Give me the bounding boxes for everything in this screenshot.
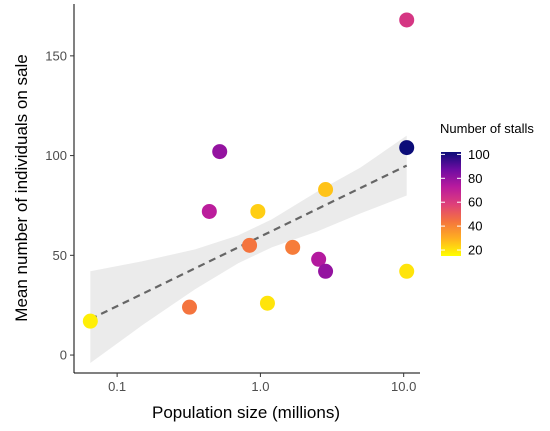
x-tick-label-3: 10.0 [391,379,416,394]
data-point-14 [399,263,415,279]
data-point-4 [212,144,228,160]
data-point-10 [318,263,334,279]
legend-tick-label-3: 60 [468,195,482,210]
data-point-1 [82,313,98,329]
y-tick-label-2: 50 [53,248,67,263]
y-tick-label-3: 100 [45,148,67,163]
color-legend: Number of stalls 20 40 60 80 100 [440,121,534,258]
data-point-5 [242,237,258,253]
trend-line [89,164,408,321]
x-axis-title: Population size (millions) [152,403,340,422]
data-point-9 [311,251,327,267]
legend-ticks: 20 40 60 80 100 [441,147,490,258]
data-point-8 [285,239,301,255]
data-point-11 [318,181,334,197]
legend-title: Number of stalls [440,121,534,136]
data-point-2 [182,299,198,315]
x-axis-ticks: 0.1 1.0 10.0 [108,373,416,394]
colorbar [441,152,461,256]
legend-tick-label-1: 20 [468,243,482,258]
data-point-3 [201,203,217,219]
legend-tick-label-5: 100 [468,147,490,162]
data-points [82,12,415,329]
data-point-13 [399,140,415,156]
y-tick-label-1: 0 [60,348,67,363]
y-tick-label-4: 150 [45,48,67,63]
plot-area [82,12,415,364]
data-point-7 [259,295,275,311]
y-axis-title: Mean number of individuals on sale [12,54,31,321]
data-point-12 [399,12,415,28]
x-tick-label-2: 1.0 [251,379,269,394]
data-point-6 [250,203,266,219]
y-axis-ticks: 0 50 100 150 [45,48,74,363]
x-tick-label-1: 0.1 [108,379,126,394]
legend-tick-label-4: 80 [468,171,482,186]
legend-tick-label-2: 40 [468,219,482,234]
